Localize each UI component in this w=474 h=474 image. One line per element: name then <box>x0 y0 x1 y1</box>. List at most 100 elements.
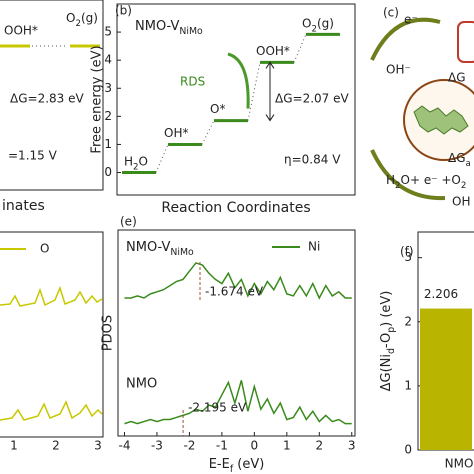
text-part: O+ e⁻ +O <box>401 173 461 187</box>
reference-label: -1.674 eV <box>205 285 264 299</box>
chart-title: NMO-VNiMo <box>135 19 203 38</box>
y-tick-label: 4 <box>104 53 112 67</box>
curve <box>0 400 103 421</box>
label: ΔGa <box>448 151 471 169</box>
curve <box>0 285 103 307</box>
text-part: (g) <box>317 16 334 30</box>
x-axis-label: inates <box>2 198 45 214</box>
text-part: (eV) <box>233 457 264 472</box>
text-part: H <box>124 154 133 168</box>
level-label: OOH* <box>4 24 38 38</box>
reference-label: -2.195 eV <box>188 401 247 415</box>
connector <box>155 144 169 173</box>
y-tick-label: 5 <box>104 25 112 39</box>
legend-label: O <box>40 242 49 256</box>
y-axis-label: Free energy (eV) <box>90 45 105 153</box>
subscript: 2 <box>461 181 467 191</box>
bar <box>420 308 472 450</box>
subscript: 2 <box>311 24 317 34</box>
x-tick-label: -1 <box>216 439 228 453</box>
text-part: ΔG <box>448 151 466 165</box>
text-part: H <box>386 173 395 187</box>
arrow <box>370 149 446 201</box>
label: e⁻ <box>404 13 418 27</box>
x-tick-label: 2 <box>52 439 60 453</box>
text-part: NMO-V <box>135 19 179 34</box>
panel-a-frame <box>0 0 104 191</box>
level-label: OOH* <box>256 44 290 58</box>
x-tick-label: 3 <box>94 439 102 453</box>
panel-label: (e) <box>120 215 137 229</box>
level-label: O2(g) <box>302 16 334 34</box>
y-tick-label: 0 <box>404 443 412 457</box>
level-label: OH* <box>164 126 188 140</box>
text-part: O <box>66 11 75 25</box>
legend-label: Ni <box>308 240 320 254</box>
connector <box>247 62 261 121</box>
y-tick-label: 3 <box>404 250 412 264</box>
level-label: O2(g) <box>66 11 98 29</box>
x-tick-label: -3 <box>151 439 163 453</box>
panel-label: (b) <box>115 4 132 18</box>
x-tick-label: 1 <box>283 439 291 453</box>
label: ΔG <box>448 71 466 85</box>
y-tick-label: 1 <box>104 137 112 151</box>
annotation: RDS <box>180 75 205 89</box>
x-tick-label: 3 <box>348 439 356 453</box>
x-tick-label: 2 <box>315 439 323 453</box>
text-part: ΔG(Ni <box>379 354 394 391</box>
y-axis-label: ΔG(Nid-Op) (eV) <box>379 291 398 392</box>
y-tick-label: 2 <box>404 314 412 328</box>
series-label: NMO-VNiMo <box>126 240 194 259</box>
text-part: -O <box>379 333 394 348</box>
label: OH⁻ <box>386 63 411 77</box>
box <box>457 21 474 63</box>
x-tick-label: NMO <box>445 457 474 471</box>
axis-frame <box>117 229 356 437</box>
y-tick-label: 3 <box>104 81 112 95</box>
text-part: O <box>302 16 311 30</box>
label: H2O+ e⁻ +O2 <box>386 173 466 191</box>
panel-label: (c) <box>383 6 399 20</box>
pdos-curve <box>124 380 352 425</box>
text-part: (g) <box>81 11 98 25</box>
y-axis-label: PDOS <box>101 315 116 351</box>
subscript: 2 <box>75 19 81 29</box>
text-part: E-E <box>209 457 230 472</box>
text-part: NMO-V <box>126 240 170 255</box>
x-tick-label: 0 <box>251 439 259 453</box>
text-part: O <box>139 154 148 168</box>
x-axis-label: E-Ef (eV) <box>209 457 265 474</box>
subscript: p <box>386 327 397 333</box>
x-tick-label: -4 <box>119 439 131 453</box>
label: OH <box>452 195 470 209</box>
axis-frame <box>116 3 356 196</box>
text-part: ) (eV) <box>379 291 394 327</box>
y-tick-label: 2 <box>104 109 112 123</box>
annotation: ΔG=2.83 eV <box>10 92 84 106</box>
subscript: NiMo <box>170 247 194 258</box>
panel-label: (f) <box>400 245 414 259</box>
rds-arrow <box>227 52 250 109</box>
y-tick-label: 1 <box>404 378 412 392</box>
annotation: ΔG=2.07 eV <box>275 92 349 106</box>
cluster <box>413 105 469 135</box>
x-axis-label: Reaction Coordinates <box>161 200 310 216</box>
subscript: NiMo <box>179 26 203 37</box>
annotation: =1.15 V <box>8 149 58 163</box>
connector <box>293 34 307 63</box>
value-label: 2.206 <box>424 287 458 301</box>
x-tick-label: -2 <box>183 439 195 453</box>
panel-d-frame <box>0 231 104 438</box>
arrow-head <box>265 61 275 122</box>
arrow <box>370 17 441 61</box>
subscript: a <box>466 159 471 169</box>
level-label: O* <box>210 102 225 116</box>
level-label: H2O <box>124 154 148 172</box>
connector <box>201 120 215 145</box>
annotation: η=0.84 V <box>284 153 341 167</box>
subscript: 2 <box>133 162 139 172</box>
series-label: NMO <box>126 377 157 392</box>
subscript: f <box>230 464 234 474</box>
